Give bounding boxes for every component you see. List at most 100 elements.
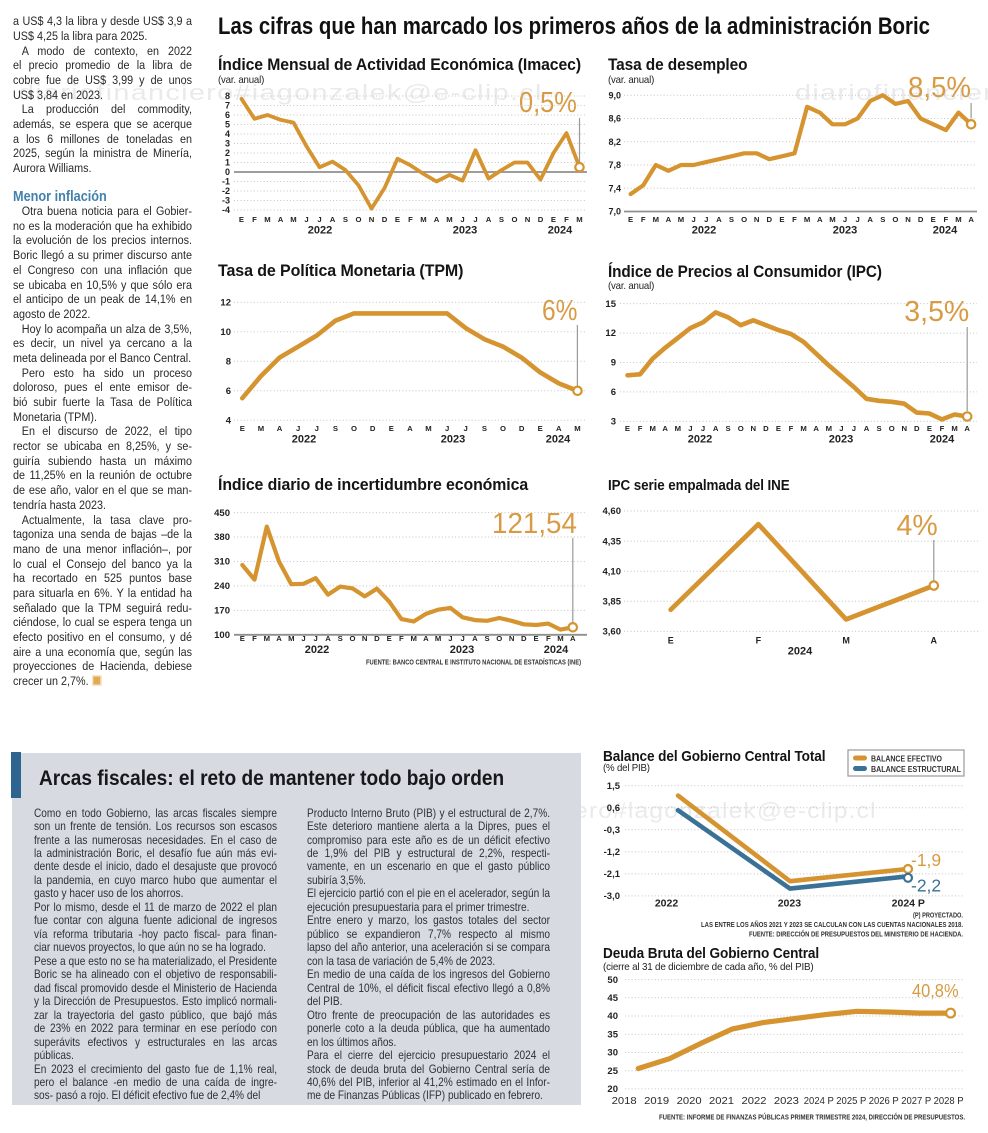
svg-text:2: 2 — [225, 148, 230, 158]
svg-text:E: E — [551, 215, 556, 224]
svg-text:S: S — [877, 424, 882, 433]
svg-text:2024: 2024 — [930, 434, 955, 446]
svg-text:(P) PROYECTADO.: (P) PROYECTADO. — [913, 912, 963, 920]
svg-text:F: F — [252, 634, 257, 643]
svg-text:A: A — [325, 634, 331, 643]
svg-text:7,4: 7,4 — [608, 183, 621, 193]
svg-text:2023: 2023 — [450, 644, 474, 656]
svg-text:BALANCE EFECTIVO: BALANCE EFECTIVO — [871, 755, 942, 764]
svg-text:N: N — [362, 634, 368, 643]
svg-text:O: O — [350, 634, 356, 643]
svg-text:380: 380 — [214, 532, 230, 543]
svg-text:LAS ENTRE LOS AÑOS 2021 Y 2023: LAS ENTRE LOS AÑOS 2021 Y 2023 SE CALCUL… — [701, 920, 963, 929]
svg-text:-1,9: -1,9 — [911, 850, 941, 870]
svg-text:S: S — [729, 215, 734, 224]
svg-text:2023: 2023 — [441, 434, 465, 446]
svg-text:J: J — [473, 215, 477, 224]
svg-text:2022: 2022 — [742, 1095, 767, 1107]
svg-text:A: A — [666, 215, 672, 224]
svg-text:7,8: 7,8 — [608, 160, 621, 170]
svg-text:J: J — [315, 424, 319, 433]
svg-text:N: N — [754, 215, 760, 224]
svg-text:5: 5 — [225, 120, 230, 130]
svg-text:2024: 2024 — [548, 225, 573, 237]
svg-text:D: D — [519, 424, 525, 433]
svg-text:-2,2: -2,2 — [911, 876, 941, 896]
svg-text:-0,3: -0,3 — [604, 825, 620, 836]
svg-text:25: 25 — [607, 1066, 618, 1077]
svg-text:M: M — [425, 424, 431, 433]
svg-text:M: M — [446, 215, 452, 224]
svg-text:M: M — [264, 634, 270, 643]
svg-text:2022: 2022 — [692, 225, 716, 237]
svg-text:D: D — [918, 215, 924, 224]
svg-text:M: M — [290, 215, 296, 224]
svg-text:4,10: 4,10 — [603, 566, 622, 577]
svg-text:J: J — [460, 634, 464, 643]
svg-text:A: A — [556, 424, 562, 433]
svg-text:30: 30 — [607, 1048, 618, 1059]
svg-text:E: E — [625, 424, 630, 433]
svg-text:2024: 2024 — [933, 225, 958, 237]
svg-text:-2,1: -2,1 — [604, 869, 621, 880]
svg-text:M: M — [288, 634, 294, 643]
svg-text:M: M — [420, 215, 426, 224]
svg-text:12: 12 — [605, 328, 616, 339]
svg-text:A: A — [330, 215, 336, 224]
svg-text:M: M — [557, 634, 563, 643]
svg-text:12: 12 — [220, 298, 231, 309]
svg-text:E: E — [395, 215, 400, 224]
svg-text:M: M — [258, 424, 264, 433]
svg-text:J: J — [701, 424, 705, 433]
svg-text:O: O — [500, 424, 506, 433]
svg-text:2024: 2024 — [788, 645, 813, 657]
svg-text:2023: 2023 — [774, 1095, 799, 1107]
svg-text:50: 50 — [607, 975, 618, 986]
svg-text:F: F — [399, 634, 404, 643]
svg-text:D: D — [382, 215, 388, 224]
svg-text:E: E — [776, 424, 781, 433]
svg-text:D: D — [538, 215, 544, 224]
svg-text:F: F — [756, 636, 762, 646]
svg-text:8: 8 — [226, 357, 231, 368]
svg-text:N: N — [525, 215, 531, 224]
svg-text:170: 170 — [214, 606, 230, 617]
svg-text:8,6: 8,6 — [608, 114, 621, 124]
svg-text:4: 4 — [225, 129, 230, 139]
svg-text:J: J — [314, 634, 318, 643]
svg-text:2023: 2023 — [453, 225, 477, 237]
svg-text:4,60: 4,60 — [603, 506, 622, 517]
svg-text:A: A — [407, 424, 413, 433]
svg-text:F: F — [638, 424, 643, 433]
svg-text:35: 35 — [607, 1029, 618, 1040]
svg-text:2020: 2020 — [677, 1095, 702, 1107]
svg-text:O: O — [738, 424, 744, 433]
svg-text:A: A — [434, 215, 440, 224]
svg-text:3: 3 — [225, 139, 230, 149]
svg-text:2022: 2022 — [305, 644, 329, 656]
svg-text:D: D — [763, 424, 769, 433]
svg-text:-4: -4 — [222, 205, 230, 215]
svg-text:A: A — [931, 636, 938, 646]
svg-text:N: N — [751, 424, 757, 433]
svg-text:240: 240 — [214, 581, 230, 592]
svg-text:E: E — [538, 424, 543, 433]
svg-text:7: 7 — [225, 101, 230, 111]
svg-text:2019: 2019 — [644, 1095, 669, 1107]
svg-text:D: D — [374, 634, 380, 643]
svg-text:J: J — [688, 424, 692, 433]
svg-text:2021: 2021 — [709, 1095, 734, 1107]
svg-text:2024: 2024 — [546, 434, 571, 446]
svg-text:A: A — [276, 634, 282, 643]
svg-text:310: 310 — [214, 557, 230, 568]
svg-text:O: O — [892, 215, 898, 224]
svg-text:45: 45 — [607, 993, 618, 1004]
svg-text:J: J — [317, 215, 321, 224]
svg-text:M: M — [264, 215, 270, 224]
svg-text:2027 P: 2027 P — [901, 1095, 931, 1107]
svg-text:J: J — [445, 424, 449, 433]
svg-text:M: M — [678, 215, 684, 224]
svg-text:2023: 2023 — [778, 898, 802, 910]
svg-text:-1,2: -1,2 — [604, 847, 620, 858]
svg-text:F: F — [408, 215, 413, 224]
